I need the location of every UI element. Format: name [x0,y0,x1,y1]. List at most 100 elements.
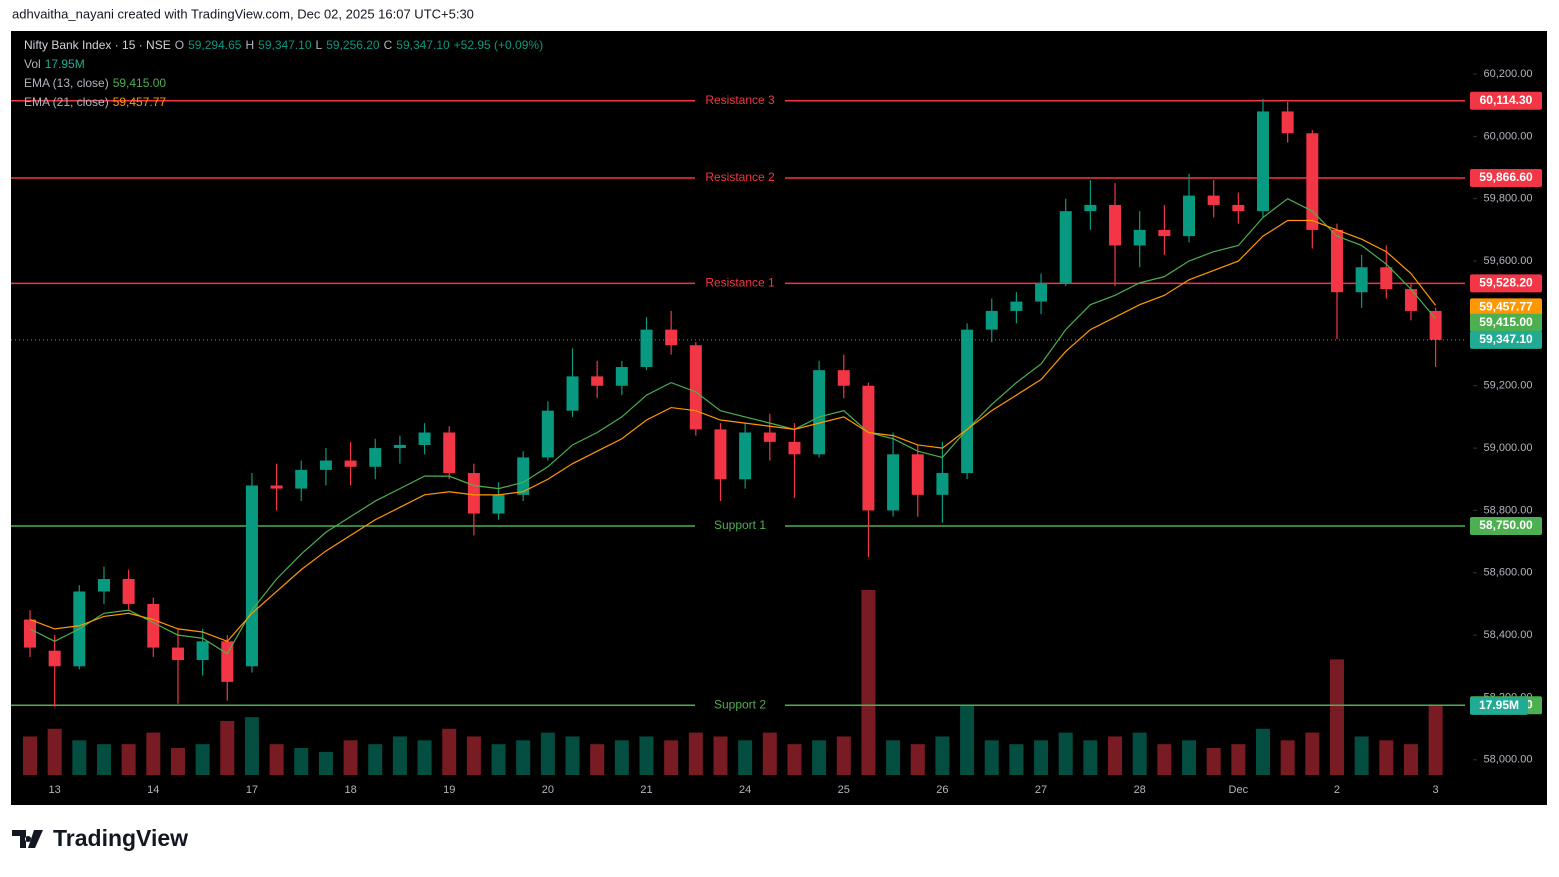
level-tag-bg [1470,274,1542,293]
volume-bar [1009,744,1024,775]
volume-bar [565,736,580,775]
legend-item: +52.95 (+0.09%) [454,38,543,52]
volume-bar [466,736,481,775]
level-name: Support 2 [714,697,766,711]
y-tick-label: 59,600.00 [1484,255,1533,267]
legend-item: 59,415.00 [113,76,167,90]
candle-body [24,619,36,648]
level-tag: 60,114.30 [1480,93,1533,107]
level-name: Resistance 1 [705,276,775,290]
volume-bar [1058,732,1073,775]
volume-bar [491,744,506,775]
y-tick-label: 58,400.00 [1484,629,1533,641]
ema21-tag: 59,457.77 [1479,300,1533,314]
level-name: Resistance 2 [705,170,775,184]
legend-item: 59,347.10 [396,38,450,52]
candle-body [171,647,184,661]
x-tick-label: 26 [936,784,948,796]
level-name: Support 1 [714,518,766,532]
x-tick-label: 13 [49,784,61,796]
candle-body [196,641,209,661]
volume-bar [639,736,654,775]
legend-item: O [175,38,184,52]
legend-item: Nifty Bank Index · 15 · NSE [24,38,171,52]
level-label-bg [695,168,785,187]
ema13-tag: 59,415.00 [1479,315,1533,329]
volume-bar [812,740,827,775]
y-tick-label: 58,600.00 [1484,567,1533,579]
candle-body [270,485,283,489]
level-label-bg [695,517,785,536]
candle-body [862,385,875,511]
volume-bar [935,736,950,775]
volume-bar [540,732,555,775]
candle-body [1158,229,1171,237]
logo-text: TradingView [53,825,188,851]
candle-body [985,310,998,330]
last-price-tag-bg [1470,330,1542,349]
candle-body [1207,195,1220,205]
volume-bar [121,744,136,775]
volume-bar [1256,728,1270,775]
candle-body [1183,195,1196,237]
candle-body [1281,111,1294,134]
logo: TradingView [12,825,188,851]
volume-bar [368,744,383,775]
x-tick-label: 2 [1334,784,1340,796]
volume-bar [220,721,235,775]
legend-row: Vol 17.95M [24,57,85,71]
candle-body [393,444,406,449]
volume-bar [614,740,629,775]
candle-body [319,460,332,470]
legend-item: 17.95M [45,57,85,71]
legend-item: EMA (21, close) [24,95,109,109]
candle-body [911,454,924,495]
candle-body [1306,133,1319,230]
candle-body [1084,204,1097,212]
volume-tag-bg [1470,696,1528,715]
x-tick-label: 14 [147,784,159,796]
legend-item: H [245,38,254,52]
x-tick-label: 20 [542,784,554,796]
candle-body [813,370,826,455]
volume-bar [713,736,728,775]
volume-bar [1428,705,1443,775]
candle-body [640,329,653,368]
volume-bar [269,744,284,775]
legend-item: 59,347.10 [258,38,312,52]
candle-body [1330,229,1343,293]
candle-body [591,376,604,386]
x-tick-label: 21 [640,784,652,796]
candle-body [492,494,505,514]
volume-bar [1034,740,1049,775]
y-tick-label: 60,200.00 [1484,68,1533,80]
ema13-tag-bg [1470,313,1542,332]
volume-bar [762,732,777,775]
volume-bar [960,705,975,775]
volume-bar [294,748,309,775]
volume-bar [442,728,457,775]
header: adhvaitha_nayani created with TradingVie… [12,6,474,21]
candle-body [665,329,678,346]
legend-row: Nifty Bank Index · 15 · NSE O 59,294.65 H 59… [24,38,543,52]
candle-body [122,579,135,604]
candle-body [147,603,160,648]
volume-bar [1206,748,1221,775]
y-tick-label: 59,200.00 [1484,380,1533,392]
legend-row: EMA (13, close) 59,415.00 [24,76,166,90]
candle-body [1133,229,1146,246]
x-tick-label: 3 [1433,784,1439,796]
ema-line [29,198,1437,655]
volume-bar [516,740,531,775]
volume-bar [96,744,111,775]
level-label-bg [695,696,785,715]
candle-body [344,460,357,467]
volume-bar [886,740,901,775]
level-tag: 59,866.60 [1479,170,1533,184]
candle-body [1109,204,1122,246]
candle-body [1257,111,1269,212]
legend-item: EMA (13, close) [24,76,109,90]
candle-body [689,345,702,430]
volume-bar [1379,740,1394,775]
volume-bar [688,732,703,775]
